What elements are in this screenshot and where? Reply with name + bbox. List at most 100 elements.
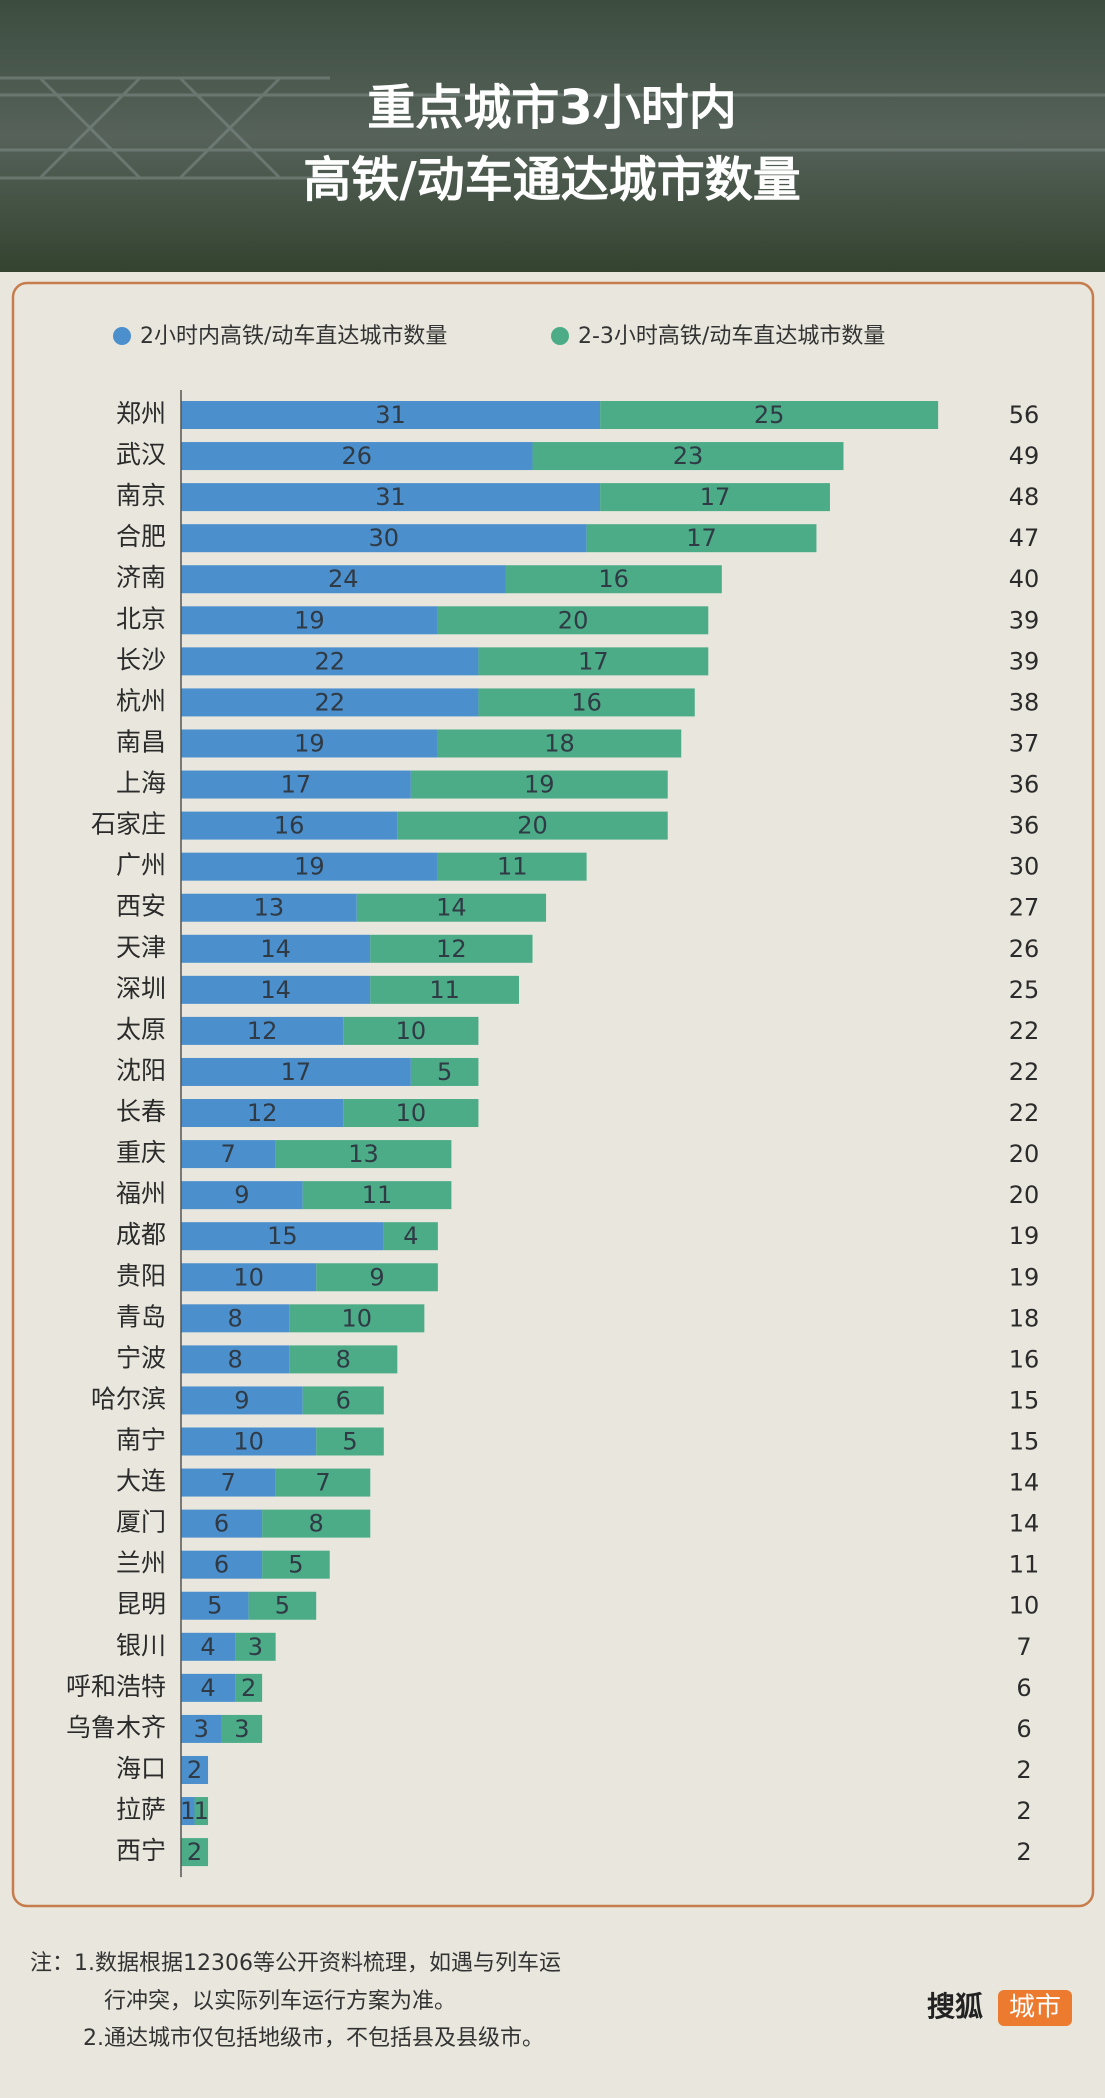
data-label: 5 — [275, 1592, 290, 1620]
bar-segment — [437, 729, 682, 758]
total-label: 22 — [1009, 1099, 1040, 1127]
bar-segment — [181, 1632, 236, 1661]
data-label: 16 — [571, 688, 602, 716]
bar-segment — [262, 1550, 330, 1579]
bar-segment — [248, 1591, 317, 1620]
data-label: 4 — [200, 1633, 215, 1661]
total-label: 39 — [1009, 606, 1040, 634]
data-label: 13 — [348, 1140, 379, 1168]
bar-segment — [316, 1427, 384, 1456]
note: 行冲突，以实际列车运行方案为准。 — [104, 1989, 456, 2014]
bar-segment — [181, 1838, 209, 1867]
data-label: 14 — [260, 935, 291, 963]
data-label: 5 — [288, 1551, 303, 1579]
data-label: 20 — [558, 606, 589, 634]
bar-segment — [397, 811, 668, 840]
bar-segment — [181, 1016, 344, 1045]
data-label: 3 — [194, 1715, 209, 1743]
data-label: 31 — [375, 483, 406, 511]
category-label: 上海 — [116, 769, 166, 798]
total-label: 36 — [1009, 812, 1040, 840]
bar-segment — [478, 647, 709, 676]
category-label: 厦门 — [116, 1508, 166, 1537]
data-label: 15 — [267, 1222, 298, 1250]
bar-segment — [181, 1345, 290, 1374]
bar-segment — [302, 1181, 452, 1210]
brand-tag-box — [998, 1990, 1072, 2026]
bar-segment — [181, 934, 371, 963]
bar-segment — [181, 1427, 317, 1456]
bar-segment — [181, 1386, 303, 1415]
bar-segment — [181, 1714, 222, 1743]
data-label: 16 — [598, 565, 629, 593]
total-label: 25 — [1009, 976, 1040, 1004]
data-label: 7 — [315, 1469, 330, 1497]
total-label: 11 — [1009, 1551, 1040, 1579]
category-label: 兰州 — [116, 1549, 166, 1578]
data-label: 17 — [700, 483, 731, 511]
bar-segment — [194, 1797, 209, 1826]
bar-segment — [437, 852, 587, 881]
total-label: 37 — [1009, 729, 1040, 757]
category-label: 重庆 — [116, 1138, 166, 1167]
bar-segment — [356, 893, 547, 922]
data-label: 8 — [336, 1345, 351, 1373]
total-label: 2 — [1016, 1838, 1031, 1866]
bar-segment — [343, 1099, 479, 1128]
bar-segment — [181, 647, 479, 676]
header-background — [0, 0, 1105, 272]
total-label: 19 — [1009, 1222, 1040, 1250]
bar-segment — [181, 442, 533, 471]
data-label: 2 — [187, 1756, 202, 1784]
category-label: 贵阳 — [116, 1261, 166, 1290]
note: 注：1.数据根据12306等公开资料梳理，如遇与列车运 — [30, 1951, 561, 1976]
bar-segment — [505, 565, 722, 594]
bar-segment — [181, 1550, 263, 1579]
bar-segment — [181, 1263, 317, 1292]
bar-segment — [316, 1263, 438, 1292]
data-label: 18 — [544, 729, 575, 757]
total-label: 15 — [1009, 1386, 1040, 1414]
bar-segment — [370, 975, 519, 1004]
data-label: 4 — [200, 1674, 215, 1702]
data-label: 5 — [342, 1428, 357, 1456]
bar-segment — [181, 811, 398, 840]
data-label: 6 — [336, 1386, 351, 1414]
note: 2.通达城市仅包括地级市，不包括县及县级市。 — [83, 2026, 544, 2051]
category-label: 长春 — [116, 1097, 166, 1126]
bar-segment — [289, 1304, 425, 1333]
bar-segment — [181, 1304, 290, 1333]
data-label: 22 — [314, 688, 345, 716]
category-label: 武汉 — [116, 440, 166, 469]
total-label: 36 — [1009, 771, 1040, 799]
category-label: 西安 — [116, 892, 166, 921]
bar-segment — [181, 729, 438, 758]
category-label: 大连 — [116, 1467, 166, 1496]
data-label: 6 — [214, 1510, 229, 1538]
bar-segment — [532, 442, 844, 471]
total-label: 16 — [1009, 1345, 1040, 1373]
bar-segment — [478, 688, 695, 717]
data-label: 12 — [436, 935, 467, 963]
bar-segment — [181, 1099, 344, 1128]
data-label: 16 — [274, 812, 305, 840]
bridge-decoration — [0, 76, 1105, 180]
data-label: 31 — [375, 401, 406, 429]
total-label: 22 — [1009, 1058, 1040, 1086]
data-label: 12 — [247, 1099, 278, 1127]
bar-segment — [181, 1222, 384, 1251]
data-label: 6 — [214, 1551, 229, 1579]
data-label: 25 — [754, 401, 785, 429]
data-label: 22 — [314, 647, 345, 675]
total-label: 27 — [1009, 894, 1040, 922]
bar-segment — [181, 852, 438, 881]
data-label: 1 — [194, 1797, 209, 1825]
data-label: 14 — [436, 894, 467, 922]
data-label: 5 — [437, 1058, 452, 1086]
bar-segment — [181, 1591, 249, 1620]
bar-segment — [262, 1509, 371, 1538]
category-label: 南宁 — [116, 1426, 166, 1455]
bar-segment — [343, 1016, 479, 1045]
bar-segment — [410, 1057, 479, 1086]
